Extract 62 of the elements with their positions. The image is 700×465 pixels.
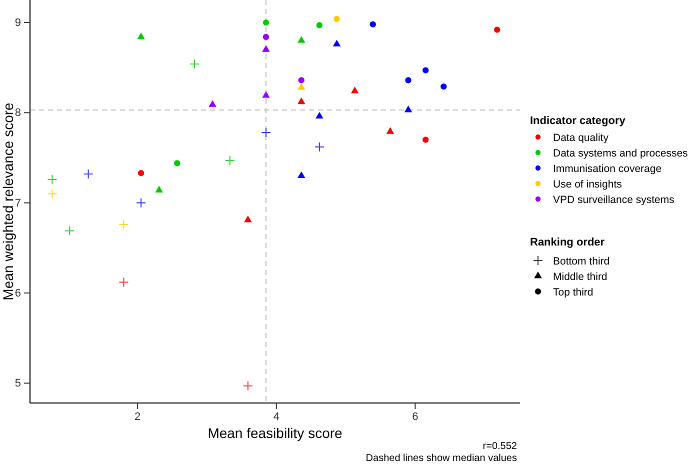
y-tick-label: 5 bbox=[14, 378, 21, 390]
point bbox=[298, 82, 306, 90]
x-axis-title: Mean feasibility score bbox=[208, 425, 343, 441]
point bbox=[316, 22, 323, 28]
legend-title: Indicator category bbox=[530, 115, 626, 127]
point bbox=[224, 155, 235, 166]
point bbox=[189, 58, 200, 70]
x-tick-label: 4 bbox=[273, 410, 280, 423]
text: Dashed lines show median values bbox=[366, 453, 517, 464]
point bbox=[174, 160, 180, 166]
point bbox=[47, 174, 58, 184]
y-tick-label: 8 bbox=[14, 107, 21, 120]
y-tick-label: 6 bbox=[14, 288, 21, 300]
point bbox=[244, 216, 252, 222]
point bbox=[262, 45, 270, 52]
point bbox=[298, 77, 304, 84]
point bbox=[298, 97, 306, 104]
point bbox=[47, 188, 58, 199]
point bbox=[118, 277, 129, 288]
point bbox=[334, 16, 340, 22]
text: Middle third bbox=[553, 271, 608, 283]
point bbox=[64, 226, 75, 236]
point bbox=[332, 40, 341, 46]
point bbox=[298, 171, 306, 178]
x-tick-label: 6 bbox=[412, 410, 418, 423]
point bbox=[262, 19, 270, 26]
y-tick-label: 7 bbox=[14, 197, 21, 210]
point bbox=[137, 32, 145, 40]
text: Bottom third bbox=[553, 256, 610, 268]
legend-label: Data quality bbox=[553, 132, 610, 144]
point bbox=[260, 127, 272, 138]
point bbox=[262, 91, 270, 98]
point bbox=[242, 380, 253, 391]
point bbox=[370, 21, 376, 28]
point bbox=[350, 86, 359, 94]
legend-label: Immunisation coverage bbox=[553, 163, 662, 175]
point bbox=[262, 34, 270, 40]
point bbox=[386, 127, 394, 134]
point bbox=[83, 168, 94, 180]
point bbox=[138, 170, 144, 176]
point bbox=[422, 136, 429, 143]
point bbox=[208, 100, 216, 107]
text: Top third bbox=[553, 286, 594, 298]
legend-label: Use of insights bbox=[553, 178, 622, 190]
y-tick-label: 9 bbox=[14, 17, 21, 30]
point bbox=[316, 112, 324, 119]
point bbox=[405, 77, 412, 84]
legend-label: Data systems and processes bbox=[553, 148, 688, 160]
point bbox=[404, 106, 412, 112]
point bbox=[494, 26, 500, 33]
x-tick-label: 2 bbox=[134, 410, 141, 423]
point bbox=[118, 219, 129, 230]
text: r=0.552 bbox=[482, 441, 518, 452]
point bbox=[298, 36, 306, 43]
point bbox=[136, 198, 146, 208]
legend-label: VPD surveillance systems bbox=[553, 194, 674, 206]
point bbox=[422, 67, 429, 74]
point bbox=[155, 186, 163, 192]
text: Ranking order bbox=[530, 236, 606, 248]
y-axis-title: Mean weighted relevance score bbox=[0, 102, 16, 300]
point bbox=[440, 83, 447, 90]
point bbox=[314, 142, 324, 152]
